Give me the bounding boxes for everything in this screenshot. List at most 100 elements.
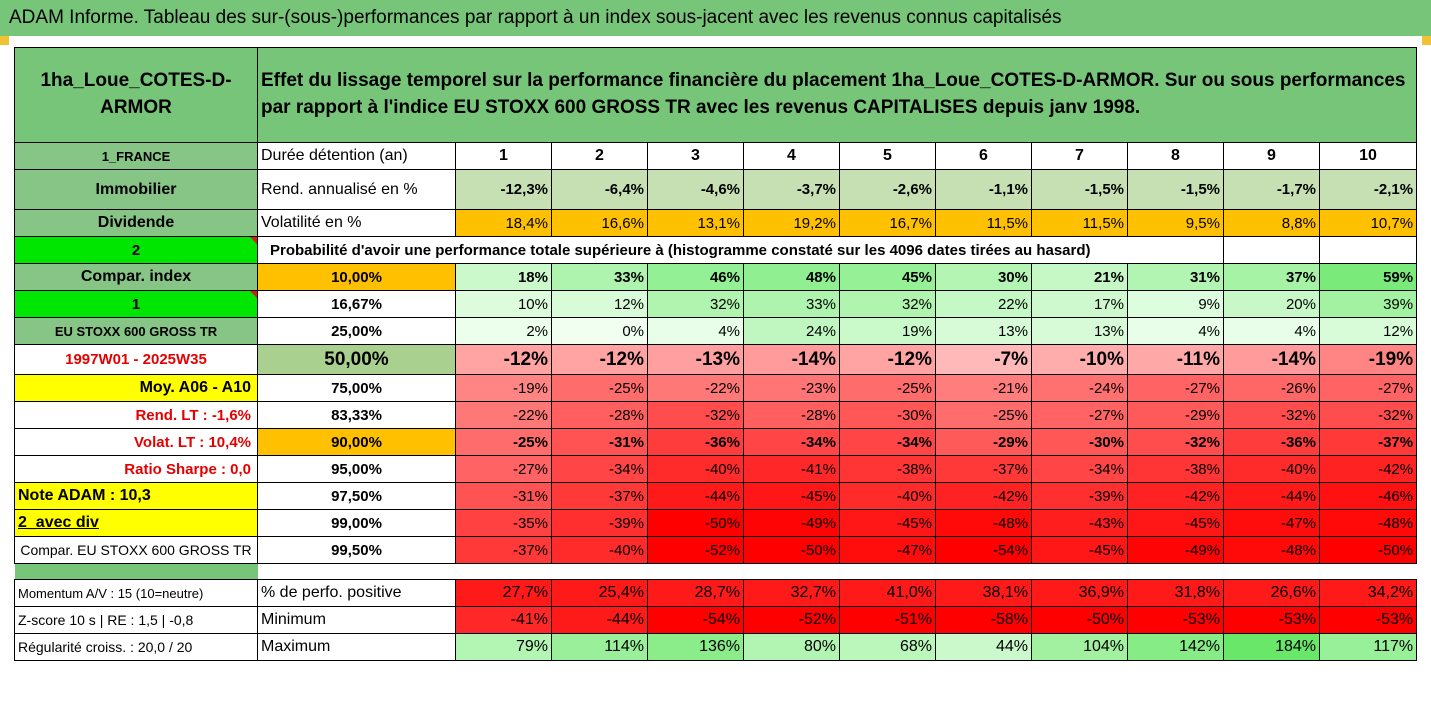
return-value: -1,5% [1031, 169, 1128, 210]
spacer-cell [456, 564, 552, 580]
percentile-value: -19% [1318, 344, 1418, 375]
percentile-value: -39% [551, 509, 648, 537]
minimum-value: -53% [1318, 606, 1418, 634]
percentile-value: -38% [839, 455, 936, 483]
return-value: -2,6% [839, 169, 936, 210]
maximum-value: 142% [1127, 633, 1224, 661]
minimum-value: -41% [455, 606, 552, 634]
percentile-value: -45% [839, 509, 936, 537]
probability-header-row: 2 Probabilité d'avoir une performance tot… [14, 236, 1418, 264]
empty-cell [1223, 236, 1320, 264]
percentile-value: -28% [551, 401, 648, 429]
left-label-moy: Moy. A06 - A10 [14, 374, 258, 402]
percentile-value: -36% [647, 428, 744, 456]
maximum-value: 136% [647, 633, 744, 661]
percentile-value: 13% [935, 317, 1032, 345]
percentile-value: -37% [1318, 428, 1418, 456]
return-row: Immobilier Rend. annualisé en % -12,3% -6,4… [14, 169, 1418, 210]
volatility-value: 10,7% [1318, 209, 1418, 237]
positive-performance-value: 38,1% [935, 579, 1032, 607]
maximum-value: 117% [1318, 633, 1418, 661]
left-label-period: 1997W01 - 2025W35 [14, 344, 258, 375]
percentile-value: 12% [551, 290, 648, 318]
volatility-value: 11,5% [1031, 209, 1128, 237]
percentile-label: 99,50% [257, 536, 456, 564]
volatility-value: 8,8% [1223, 209, 1320, 237]
left-label-note: Note ADAM : 10,3 [14, 482, 258, 510]
cell-label: 1 [131, 295, 141, 313]
percentile-value: 17% [1031, 290, 1128, 318]
positive-performance-value: 25,4% [551, 579, 648, 607]
percentile-value: -31% [455, 482, 552, 510]
spacer-cell [936, 564, 1032, 580]
percentile-value: -10% [1031, 344, 1128, 375]
percentile-value: 20% [1223, 290, 1320, 318]
percentile-value: -50% [1318, 536, 1418, 564]
percentile-value: -43% [1031, 509, 1128, 537]
volatility-value: 16,7% [839, 209, 936, 237]
percentile-label: 50,00% [257, 344, 456, 375]
percentile-value: -35% [455, 509, 552, 537]
percentile-value: -25% [839, 374, 936, 402]
percentile-value: -50% [743, 536, 840, 564]
percentile-value: -21% [935, 374, 1032, 402]
percentile-value: 4% [647, 317, 744, 345]
percentile-label: 75,00% [257, 374, 456, 402]
minimum-row: Z-score 10 s | RE : 1,5 | -0,8 Minimum -41… [14, 606, 1418, 634]
positive-performance-value: 32,7% [743, 579, 840, 607]
percentile-row: Compar. EU STOXX 600 GROSS TR 99,50% -37% -… [14, 536, 1418, 564]
percentile-value: -25% [551, 374, 648, 402]
percentile-value: -31% [551, 428, 648, 456]
volatility-value: 11,5% [935, 209, 1032, 237]
maximum-value: 104% [1031, 633, 1128, 661]
spacer-cell [14, 563, 258, 580]
percentile-value: -39% [1031, 482, 1128, 510]
spacer-cell [840, 564, 936, 580]
left-label-index-name: EU STOXX 600 GROSS TR [14, 317, 258, 345]
percentile-value: -48% [1318, 509, 1418, 537]
percentile-value: 48% [743, 263, 840, 291]
return-value: -4,6% [647, 169, 744, 210]
percentile-row: Rend. LT : -1,6% 83,33% -22% -28% -32% -28% -3… [14, 401, 1418, 429]
spacer-row [14, 563, 1417, 580]
volatility-row: Dividende Volatilité en % 18,4% 16,6% 13,1% 1… [14, 209, 1418, 237]
percentile-label: 90,00% [257, 428, 456, 456]
maximum-row: Régularité croiss. : 20,0 / 20 Maximum 79%… [14, 633, 1418, 661]
percentile-value: -34% [839, 428, 936, 456]
percentile-label: 95,00% [257, 455, 456, 483]
percentile-label: 97,50% [257, 482, 456, 510]
percentile-value: -34% [1031, 455, 1128, 483]
left-label-volat-lt: Volat. LT : 10,4% [14, 428, 258, 456]
percentile-label: 10,00% [257, 263, 456, 291]
percentile-value: -12% [551, 344, 648, 375]
percentile-value: -27% [1127, 374, 1224, 402]
percentile-row: Ratio Sharpe : 0,0 95,00% -27% -34% -40% -41%… [14, 455, 1418, 483]
percentile-value: 37% [1223, 263, 1320, 291]
volatility-value: 13,1% [647, 209, 744, 237]
comment-marker-icon [250, 237, 257, 244]
percentile-value: -24% [1031, 374, 1128, 402]
percentile-value: 39% [1318, 290, 1418, 318]
percentile-value: 59% [1318, 263, 1418, 291]
probability-header: Probabilité d'avoir une performance tota… [257, 236, 1224, 264]
percentile-value: 13% [1031, 317, 1128, 345]
return-value: -12,3% [455, 169, 552, 210]
return-value: -3,7% [743, 169, 840, 210]
percentile-value: -29% [935, 428, 1032, 456]
maximum-value: 80% [743, 633, 840, 661]
return-value: -1,5% [1127, 169, 1224, 210]
percentile-value: -13% [647, 344, 744, 375]
comment-marker-icon [250, 291, 257, 298]
corner-marker-left [0, 36, 9, 45]
percentile-value: -22% [455, 401, 552, 429]
positive-performance-value: 41,0% [839, 579, 936, 607]
percentile-value: -7% [935, 344, 1032, 375]
percentile-value: 9% [1127, 290, 1224, 318]
percentile-value: 30% [935, 263, 1032, 291]
duration-label: Durée détention (an) [257, 142, 456, 170]
percentile-value: -45% [1127, 509, 1224, 537]
return-value: -6,4% [551, 169, 648, 210]
percentile-value: 0% [551, 317, 648, 345]
minimum-value: -58% [935, 606, 1032, 634]
corner-marker-right [1422, 36, 1431, 45]
